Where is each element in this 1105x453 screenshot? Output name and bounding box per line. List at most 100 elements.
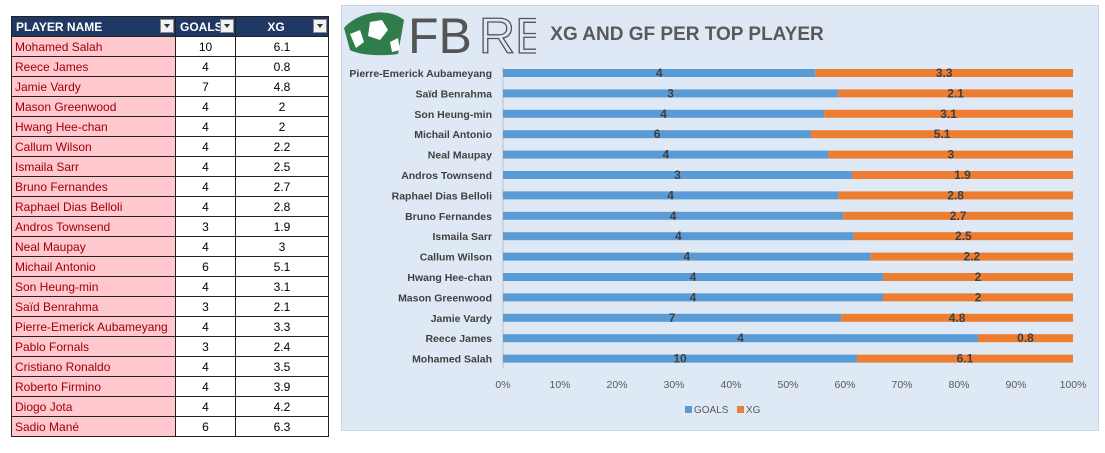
xg-cell[interactable]: 2.2 bbox=[235, 136, 329, 157]
goals-cell[interactable]: 4 bbox=[175, 156, 236, 177]
goals-cell[interactable]: 4 bbox=[175, 56, 236, 77]
goals-cell[interactable]: 6 bbox=[175, 416, 236, 437]
player-name-cell[interactable]: Mohamed Salah bbox=[11, 36, 176, 57]
category-label: Michail Antonio bbox=[414, 129, 492, 141]
player-name-cell[interactable]: Callum Wilson bbox=[11, 136, 176, 157]
goals-cell[interactable]: 4 bbox=[175, 276, 236, 297]
xg-cell[interactable]: 6.1 bbox=[235, 36, 329, 57]
x-tick-label: 40% bbox=[720, 379, 741, 391]
filter-dropdown-icon[interactable] bbox=[313, 19, 327, 33]
xg-cell[interactable]: 1.9 bbox=[235, 216, 329, 237]
category-label: Jamie Vardy bbox=[431, 313, 492, 325]
xg-cell[interactable]: 5.1 bbox=[235, 256, 329, 277]
goals-bar bbox=[503, 69, 816, 77]
goals-cell[interactable]: 6 bbox=[175, 256, 236, 277]
goals-cell[interactable]: 4 bbox=[175, 376, 236, 397]
goals-cell[interactable]: 4 bbox=[175, 116, 236, 137]
xg-cell[interactable]: 3.1 bbox=[235, 276, 329, 297]
xg-cell[interactable]: 4.8 bbox=[235, 76, 329, 97]
xg-bar bbox=[843, 211, 1073, 220]
xg-cell[interactable]: 2 bbox=[235, 116, 329, 137]
goals-cell[interactable]: 4 bbox=[175, 176, 236, 197]
player-name-cell[interactable]: Pierre-Emerick Aubameyang bbox=[11, 316, 176, 337]
x-tick-label: 20% bbox=[606, 379, 627, 391]
logo-ref-text: REF bbox=[479, 8, 536, 58]
xg-data-label: 6.1 bbox=[957, 352, 974, 366]
player-name-cell[interactable]: Hwang Hee-chan bbox=[11, 116, 176, 137]
player-table: PLAYER NAME GOALS XG Mohamed Salah 10 6.1 R… bbox=[11, 16, 329, 437]
player-name-cell[interactable]: Pablo Fornals bbox=[11, 336, 176, 357]
category-label: Callum Wilson bbox=[420, 252, 492, 264]
goals-data-label: 4 bbox=[675, 229, 682, 243]
header-goals: GOALS bbox=[175, 16, 236, 37]
xg-bar bbox=[853, 232, 1073, 241]
xg-cell[interactable]: 3.3 bbox=[235, 316, 329, 337]
xg-cell[interactable]: 6.3 bbox=[235, 416, 329, 437]
goals-cell[interactable]: 4 bbox=[175, 96, 236, 117]
table-row: Pierre-Emerick Aubameyang 4 3.3 bbox=[11, 316, 329, 337]
player-name-cell[interactable]: Bruno Fernandes bbox=[11, 176, 176, 197]
player-name-cell[interactable]: Jamie Vardy bbox=[11, 76, 176, 97]
goals-cell[interactable]: 4 bbox=[175, 196, 236, 217]
goals-data-label: 4 bbox=[660, 107, 667, 121]
filter-dropdown-icon[interactable] bbox=[160, 19, 174, 33]
xg-cell[interactable]: 3 bbox=[235, 236, 329, 257]
goals-cell[interactable]: 4 bbox=[175, 236, 236, 257]
filter-dropdown-icon[interactable] bbox=[220, 19, 234, 33]
player-name-cell[interactable]: Ismaila Sarr bbox=[11, 156, 176, 177]
goals-cell[interactable]: 3 bbox=[175, 336, 236, 357]
player-name-cell[interactable]: Sadio Mané bbox=[11, 416, 176, 437]
xg-data-label: 2.7 bbox=[950, 209, 967, 223]
xg-cell[interactable]: 4.2 bbox=[235, 396, 329, 417]
table-row: Cristiano Ronaldo 4 3.5 bbox=[11, 356, 329, 377]
xg-cell[interactable]: 3.5 bbox=[235, 356, 329, 377]
logo-fb-text: FB bbox=[408, 8, 472, 58]
xg-cell[interactable]: 2.4 bbox=[235, 336, 329, 357]
goals-cell[interactable]: 4 bbox=[175, 316, 236, 337]
goals-cell[interactable]: 4 bbox=[175, 136, 236, 157]
xg-data-label: 3.1 bbox=[940, 107, 957, 121]
xg-bar bbox=[851, 171, 1073, 179]
xg-bar bbox=[883, 293, 1073, 302]
player-name-cell[interactable]: Roberto Firmino bbox=[11, 376, 176, 397]
player-name-cell[interactable]: Mason Greenwood bbox=[11, 96, 176, 117]
x-tick-label: 0% bbox=[495, 379, 510, 391]
table-row: Mohamed Salah 10 6.1 bbox=[11, 36, 329, 57]
player-name-cell[interactable]: Raphael Dias Belloli bbox=[11, 196, 176, 217]
xg-bar bbox=[883, 273, 1073, 281]
goals-cell[interactable]: 7 bbox=[175, 76, 236, 97]
player-name-cell[interactable]: Reece James bbox=[11, 56, 176, 77]
table-row: Son Heung-min 4 3.1 bbox=[11, 276, 329, 297]
legend-swatch-goals bbox=[685, 406, 692, 413]
goals-data-label: 4 bbox=[684, 250, 691, 264]
player-name-cell[interactable]: Michail Antonio bbox=[11, 256, 176, 277]
x-tick-label: 60% bbox=[834, 379, 855, 391]
goals-cell[interactable]: 4 bbox=[175, 356, 236, 377]
player-name-cell[interactable]: Andros Townsend bbox=[11, 216, 176, 237]
xg-cell[interactable]: 3.9 bbox=[235, 376, 329, 397]
xg-bar bbox=[870, 252, 1073, 261]
player-name-cell[interactable]: Son Heung-min bbox=[11, 276, 176, 297]
x-tick-label: 90% bbox=[1005, 379, 1026, 391]
xg-cell[interactable]: 2.8 bbox=[235, 196, 329, 217]
player-name-cell[interactable]: Cristiano Ronaldo bbox=[11, 356, 176, 377]
goals-cell[interactable]: 4 bbox=[175, 396, 236, 417]
x-tick-label: 50% bbox=[777, 379, 798, 391]
player-name-cell[interactable]: Saïd Benrahma bbox=[11, 296, 176, 317]
xg-data-label: 2.5 bbox=[955, 229, 972, 243]
table-row: Callum Wilson 4 2.2 bbox=[11, 136, 329, 157]
goals-cell[interactable]: 10 bbox=[175, 36, 236, 57]
xg-cell[interactable]: 2.7 bbox=[235, 176, 329, 197]
xg-cell[interactable]: 0.8 bbox=[235, 56, 329, 77]
player-name-cell[interactable]: Neal Maupay bbox=[11, 236, 176, 257]
goals-cell[interactable]: 3 bbox=[175, 216, 236, 237]
xg-cell[interactable]: 2.1 bbox=[235, 296, 329, 317]
player-name-cell[interactable]: Diogo Jota bbox=[11, 396, 176, 417]
goals-cell[interactable]: 3 bbox=[175, 296, 236, 317]
xg-cell[interactable]: 2.5 bbox=[235, 156, 329, 177]
xg-data-label: 2 bbox=[975, 270, 982, 284]
xg-cell[interactable]: 2 bbox=[235, 96, 329, 117]
goals-data-label: 6 bbox=[654, 127, 661, 141]
table-row: Neal Maupay 4 3 bbox=[11, 236, 329, 257]
legend-label-xg: XG bbox=[746, 405, 761, 416]
